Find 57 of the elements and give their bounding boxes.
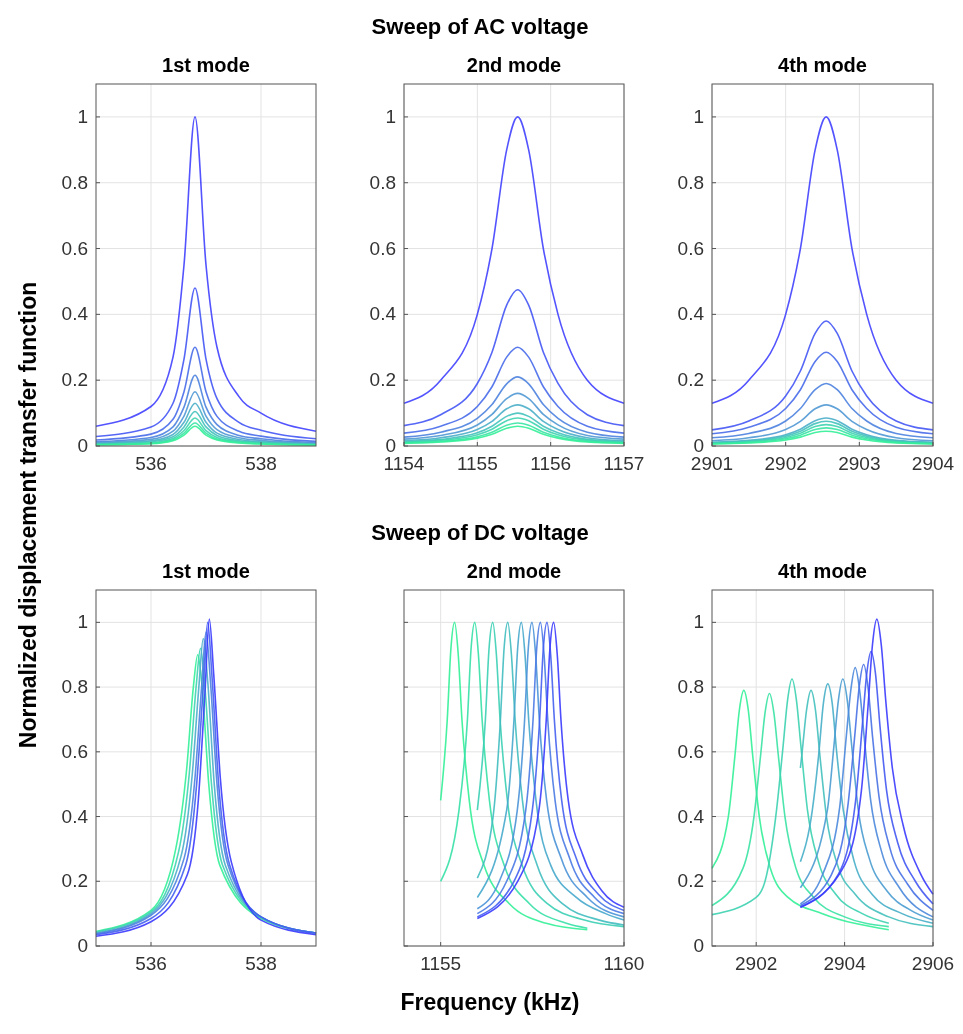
y-tick-label: 0.8 — [61, 676, 88, 698]
y-tick-label: 1 — [693, 105, 704, 127]
y-tick-label: 1 — [385, 105, 396, 127]
x-tick-label: 1155 — [420, 953, 462, 974]
x-tick-label: 1155 — [456, 453, 498, 474]
x-tick-label: 2902 — [735, 953, 778, 974]
y-tick-label: 0.8 — [369, 171, 396, 193]
chart-title: 4th mode — [778, 560, 867, 582]
x-tick-label: 536 — [135, 453, 167, 474]
y-tick-label: 0.4 — [369, 303, 397, 325]
y-axis-title: Normalized displacement transfer function — [15, 281, 41, 749]
x-tick-label: 1154 — [383, 453, 425, 474]
y-tick-label: 1 — [693, 611, 704, 633]
y-tick-label: 0.2 — [61, 369, 88, 391]
y-tick-label: 0 — [385, 435, 396, 456]
y-tick-label: 0 — [693, 935, 704, 956]
text: Sweep of AC voltage — [371, 14, 589, 39]
y-tick-label: 0.8 — [677, 171, 704, 193]
x-tick-label: 2906 — [911, 953, 955, 974]
y-tick-label: 0.6 — [61, 740, 88, 762]
y-tick-label: 0.2 — [369, 369, 396, 391]
x-tick-label: 2901 — [690, 453, 734, 474]
y-tick-label: 0.2 — [61, 870, 88, 892]
x-tick-label: 1160 — [603, 953, 645, 974]
y-tick-label: 0.6 — [61, 237, 88, 259]
x-tick-label: 2904 — [823, 953, 867, 974]
y-tick-label: 0 — [693, 435, 704, 456]
x-tick-label: 536 — [135, 953, 167, 974]
y-tick-label: 0.4 — [61, 805, 89, 827]
y-tick-label: 0.8 — [61, 171, 88, 193]
x-tick-label: 2903 — [838, 453, 881, 474]
y-tick-label: 1 — [77, 105, 88, 127]
y-tick-label: 0.4 — [677, 303, 705, 325]
y-tick-label: 0 — [77, 935, 88, 956]
text: Sweep of DC voltage — [371, 520, 589, 545]
y-tick-label: 0.6 — [677, 740, 704, 762]
chart-title: 1st mode — [162, 54, 250, 76]
x-tick-label: 2902 — [764, 453, 807, 474]
y-tick-label: 0.6 — [677, 237, 704, 259]
x-tick-label: 538 — [245, 953, 277, 974]
x-tick-label: 538 — [245, 453, 277, 474]
chart-title: 2nd mode — [466, 54, 562, 76]
y-tick-label: 0.8 — [677, 676, 704, 698]
x-tick-label: 1157 — [603, 453, 645, 474]
y-tick-label: 0.4 — [61, 303, 89, 325]
y-tick-label: 0 — [77, 435, 88, 456]
y-tick-label: 0.4 — [677, 805, 705, 827]
chart-title: 1st mode — [162, 560, 250, 582]
x-tick-label: 2904 — [911, 453, 955, 474]
y-tick-label: 0.6 — [369, 237, 396, 259]
x-tick-label: 1156 — [530, 453, 572, 474]
y-tick-label: 0.2 — [677, 870, 704, 892]
y-tick-label: 0.2 — [677, 369, 704, 391]
chart-title: 4th mode — [778, 54, 867, 76]
chart-title: 2nd mode — [466, 560, 562, 582]
y-tick-label: 1 — [77, 611, 88, 633]
x-axis-title: Frequency (kHz) — [400, 989, 580, 1015]
